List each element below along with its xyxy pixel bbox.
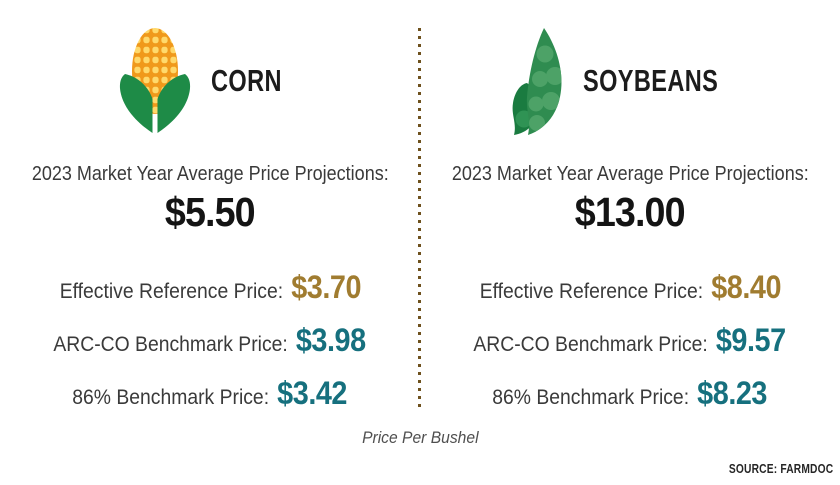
soybeans-projection-label: 2023 Market Year Average Price Projectio… — [451, 163, 809, 185]
unit-note: Price Per Bushel — [361, 428, 479, 447]
price-label: Effective Reference Price: — [479, 279, 703, 303]
soybeans-effective-reference-price-row: Effective Reference Price: $8.40 — [420, 269, 840, 305]
soybeans-header: SOYBEANS — [420, 24, 840, 138]
corn-column: CORN 2023 Market Year Average Price Proj… — [0, 0, 420, 411]
price-label: 86% Benchmark Price: — [492, 385, 690, 409]
soybean-icon — [499, 26, 567, 136]
corn-arc-co-benchmark-price-row: ARC-CO Benchmark Price: $3.98 — [0, 322, 420, 358]
soybeans-title: SOYBEANS — [583, 63, 719, 98]
corn-projection-value: $5.50 — [165, 189, 256, 235]
corn-icon — [115, 25, 195, 137]
price-value: $9.57 — [716, 322, 787, 358]
corn-86-benchmark-price-row: 86% Benchmark Price: $3.42 — [0, 375, 420, 411]
price-label: ARC-CO Benchmark Price: — [53, 332, 289, 356]
corn-title: CORN — [211, 63, 283, 98]
source-credit: SOURCE: FARMDOC — [728, 462, 833, 476]
price-label: Effective Reference Price: — [59, 279, 283, 303]
price-value: $3.98 — [296, 322, 367, 358]
corn-effective-reference-price-row: Effective Reference Price: $3.70 — [0, 269, 420, 305]
price-label: ARC-CO Benchmark Price: — [473, 332, 709, 356]
price-value: $3.70 — [290, 269, 361, 305]
price-label: 86% Benchmark Price: — [72, 385, 270, 409]
soybeans-column: SOYBEANS 2023 Market Year Average Price … — [420, 0, 840, 411]
soybeans-86-benchmark-price-row: 86% Benchmark Price: $8.23 — [420, 375, 840, 411]
corn-projection-label: 2023 Market Year Average Price Projectio… — [31, 163, 389, 185]
price-value: $8.23 — [697, 375, 768, 411]
soybeans-projection-value: $13.00 — [575, 189, 686, 235]
price-value: $8.40 — [710, 269, 781, 305]
price-value: $3.42 — [277, 375, 348, 411]
soybeans-arc-co-benchmark-price-row: ARC-CO Benchmark Price: $9.57 — [420, 322, 840, 358]
corn-header: CORN — [0, 24, 420, 138]
commodity-columns: CORN 2023 Market Year Average Price Proj… — [0, 0, 840, 411]
dotted-divider — [418, 28, 421, 410]
